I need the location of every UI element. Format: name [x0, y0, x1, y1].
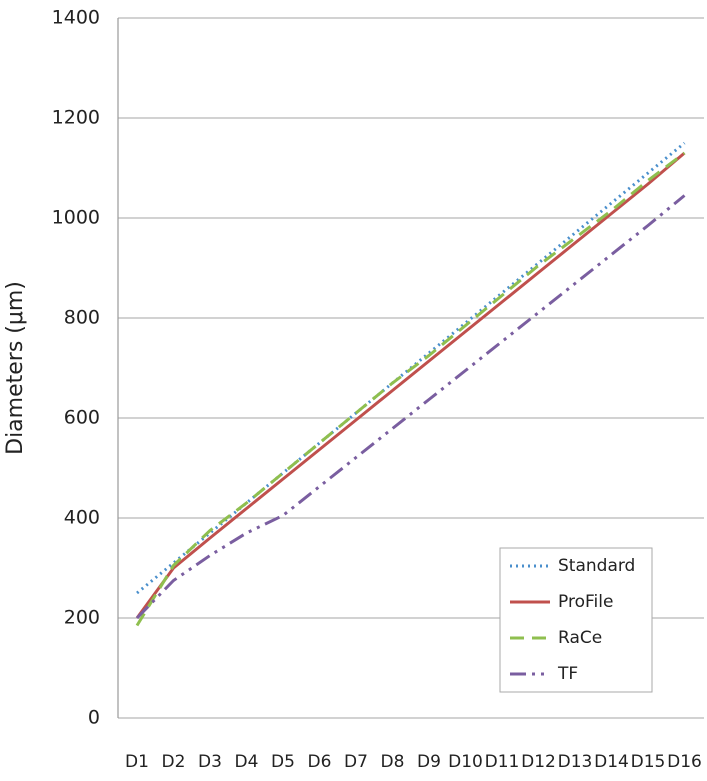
y-axis-label: Diameters (μm) — [3, 281, 28, 455]
y-tick-label: 200 — [64, 607, 100, 629]
x-tick-label: D13 — [558, 752, 593, 772]
y-tick-label: 600 — [64, 407, 100, 429]
y-tick-label: 400 — [64, 507, 100, 529]
x-tick-label: D9 — [417, 752, 441, 772]
x-tick-label: D10 — [448, 752, 483, 772]
x-tick-label: D3 — [198, 752, 222, 772]
y-tick-label: 1000 — [52, 207, 100, 229]
series-line — [135, 151, 686, 627]
y-tick-label: 1200 — [52, 107, 100, 129]
legend-label: Standard — [558, 556, 635, 576]
legend-box — [499, 547, 653, 693]
legend-label: ProFile — [558, 592, 613, 612]
x-tick-label: D1 — [125, 752, 149, 772]
series-line — [135, 194, 686, 620]
y-tick-label: 0 — [88, 707, 100, 729]
x-tick-label: D14 — [594, 752, 629, 772]
y-tick-label: 800 — [64, 307, 100, 329]
x-tick-label: D12 — [521, 752, 556, 772]
legend-label: RaCe — [558, 628, 602, 648]
x-tick-label: D8 — [381, 752, 405, 772]
x-tick-label: D2 — [162, 752, 186, 772]
x-tick-label: D7 — [344, 752, 368, 772]
x-tick-label: D4 — [235, 752, 259, 772]
x-tick-label: D5 — [271, 752, 295, 772]
series-line — [135, 151, 686, 619]
x-tick-label: D6 — [308, 752, 332, 772]
x-tick-label: D15 — [631, 752, 666, 772]
y-tick-label: 1400 — [52, 7, 100, 29]
x-tick-label: D11 — [485, 752, 520, 772]
x-tick-label: D16 — [667, 752, 702, 772]
legend-label: TF — [557, 664, 578, 684]
